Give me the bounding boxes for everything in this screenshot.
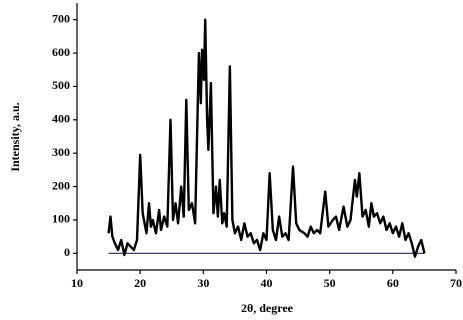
data-line	[107, 18, 426, 258]
y-tick-label: 500	[52, 78, 70, 92]
x-axis-label: 2θ, degree	[241, 301, 294, 315]
y-tick-label: 700	[52, 11, 70, 25]
y-tick-label: 0	[64, 245, 70, 259]
y-tick-label: 600	[52, 45, 70, 59]
x-tick-label: 30	[197, 276, 209, 290]
x-tick-label: 20	[134, 276, 146, 290]
y-tick-label: 400	[52, 112, 70, 126]
x-tick-label: 50	[324, 276, 336, 290]
x-tick-label: 70	[450, 276, 462, 290]
x-tick-label: 60	[387, 276, 399, 290]
y-axis-label: Intensity, a.u.	[8, 102, 22, 171]
x-tick-label: 10	[71, 276, 83, 290]
y-tick-label: 100	[52, 212, 70, 226]
y-tick-label: 300	[52, 145, 70, 159]
x-tick-label: 40	[261, 276, 273, 290]
y-tick-label: 200	[52, 178, 70, 192]
